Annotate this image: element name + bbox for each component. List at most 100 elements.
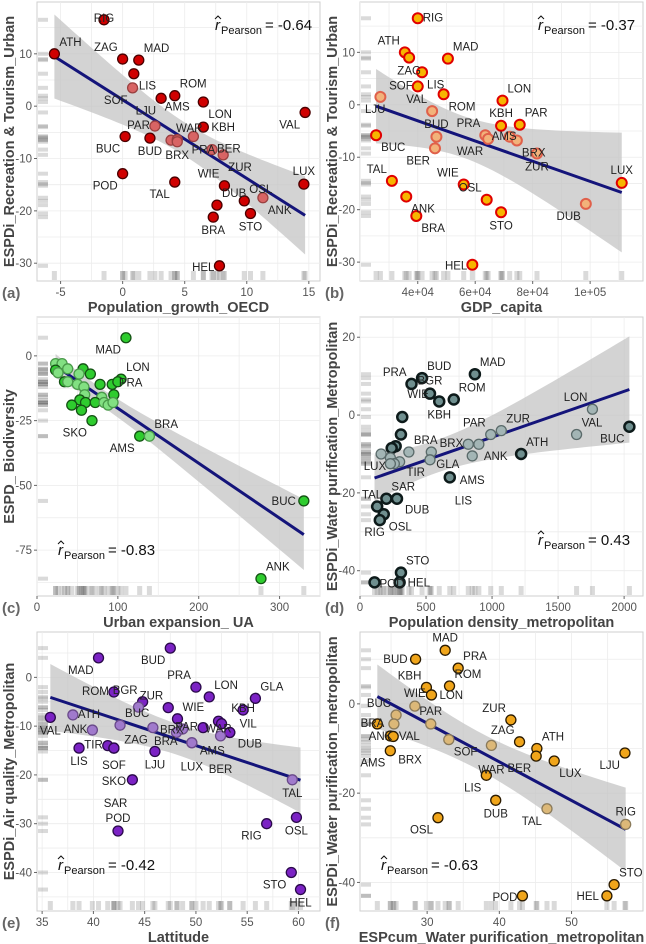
y-axis-title: ESPDi_Water purification_Metropolitan <box>325 322 341 591</box>
y-rug-mark <box>361 50 371 55</box>
x-rug-mark <box>189 901 195 910</box>
y-rug-mark <box>361 442 371 447</box>
y-rug-mark <box>38 746 48 751</box>
x-rug-mark <box>403 271 409 280</box>
x-rug-mark <box>378 586 384 595</box>
data-point <box>48 48 61 60</box>
x-tick-label: 50 <box>565 917 578 929</box>
point-label: VAL <box>399 731 420 743</box>
point-label: ROM <box>449 101 476 113</box>
data-point <box>441 52 454 65</box>
point-label: LJU <box>136 105 156 117</box>
r-value: = 0.43 <box>588 532 630 549</box>
data-point <box>371 718 383 730</box>
y-rug-mark <box>38 203 48 208</box>
x-rug-mark <box>220 271 226 280</box>
y-tick-label: -75 <box>15 545 32 557</box>
x-rug-mark <box>623 901 629 910</box>
x-rug-mark <box>59 586 65 595</box>
data-point <box>403 446 415 458</box>
y-rug-mark <box>38 96 48 101</box>
point-label: LIS <box>70 756 88 768</box>
x-rug-mark <box>200 901 206 910</box>
data-point <box>62 363 74 375</box>
x-rug-mark <box>472 586 478 595</box>
data-point <box>197 721 209 734</box>
x-rug-mark <box>469 271 475 280</box>
y-rug-mark <box>38 379 48 384</box>
y-rug-mark <box>361 56 371 61</box>
y-rug-mark <box>361 16 371 21</box>
r-symbol: r <box>538 17 544 34</box>
point-label: SOF <box>454 747 478 759</box>
y-rug-mark <box>361 428 371 433</box>
point-label: ATH <box>526 437 548 449</box>
data-point <box>373 513 387 527</box>
y-rug-mark <box>361 133 371 138</box>
y-rug-mark <box>361 750 371 755</box>
point-label: LUX <box>293 166 316 178</box>
data-point <box>112 376 124 388</box>
data-point <box>211 199 223 211</box>
x-rug-mark <box>441 271 447 280</box>
x-rug-mark <box>131 271 137 280</box>
y-rug-mark <box>38 418 48 423</box>
data-point <box>447 393 461 406</box>
x-rug-mark <box>498 271 504 280</box>
point-label: TAL <box>362 490 383 502</box>
point-label: LON <box>214 680 238 692</box>
data-point <box>149 120 161 132</box>
x-rug-mark <box>123 586 129 595</box>
scatter-panel: rPearson = -0.42 BUD MAD ROM PRA LON GLA BGR ZUR A… <box>2 631 321 944</box>
point-label: BER <box>217 144 241 156</box>
x-rug-mark <box>455 901 461 910</box>
data-point <box>261 818 273 830</box>
data-point <box>437 88 450 101</box>
confidence-band <box>376 69 622 253</box>
y-rug-mark <box>38 71 48 76</box>
y-rug-mark <box>361 748 371 753</box>
data-point <box>126 82 139 94</box>
data-point <box>405 377 418 391</box>
x-rug-mark <box>76 901 82 910</box>
x-rug-mark <box>78 586 84 595</box>
point-label: ROM <box>455 669 482 681</box>
x-rug-mark <box>189 901 195 910</box>
point-label: VAL <box>279 119 300 131</box>
x-rug-mark <box>105 586 111 595</box>
y-rug-mark <box>38 215 48 220</box>
x-rug-mark <box>619 271 625 280</box>
x-rug-mark <box>436 586 442 595</box>
data-point <box>197 96 209 108</box>
x-rug-mark <box>89 586 95 595</box>
y-rug-mark <box>361 685 371 690</box>
x-tick-label: 1500 <box>545 602 571 614</box>
data-point <box>505 714 517 726</box>
point-label: SOF <box>104 95 128 107</box>
point-label: WIE <box>407 389 429 401</box>
y-rug-mark <box>361 580 371 585</box>
y-rug-mark <box>38 198 48 203</box>
data-point <box>473 438 485 450</box>
y-tick-label: -40 <box>338 877 355 889</box>
x-axis-title: Population density_metropolitan <box>389 615 615 631</box>
data-point <box>368 576 381 589</box>
hat-icon <box>57 540 65 545</box>
y-rug-mark <box>361 381 371 386</box>
x-rug-mark <box>301 271 307 280</box>
x-rug-mark <box>146 586 152 595</box>
y-rug-mark <box>361 407 371 412</box>
data-point <box>133 54 145 66</box>
data-point <box>579 197 592 210</box>
x-rug-mark <box>65 586 71 595</box>
pearson-annotation: rPearson = 0.43 <box>538 532 630 552</box>
x-rug-mark <box>469 586 475 595</box>
x-rug-mark <box>409 586 415 595</box>
x-rug-mark <box>288 901 294 910</box>
x-rug-mark <box>180 901 186 910</box>
point-label: HEL <box>445 261 468 273</box>
y-rug-mark <box>38 195 48 200</box>
regression-line <box>49 695 301 782</box>
point-label: OSL <box>389 521 413 533</box>
x-rug-mark <box>427 586 433 595</box>
